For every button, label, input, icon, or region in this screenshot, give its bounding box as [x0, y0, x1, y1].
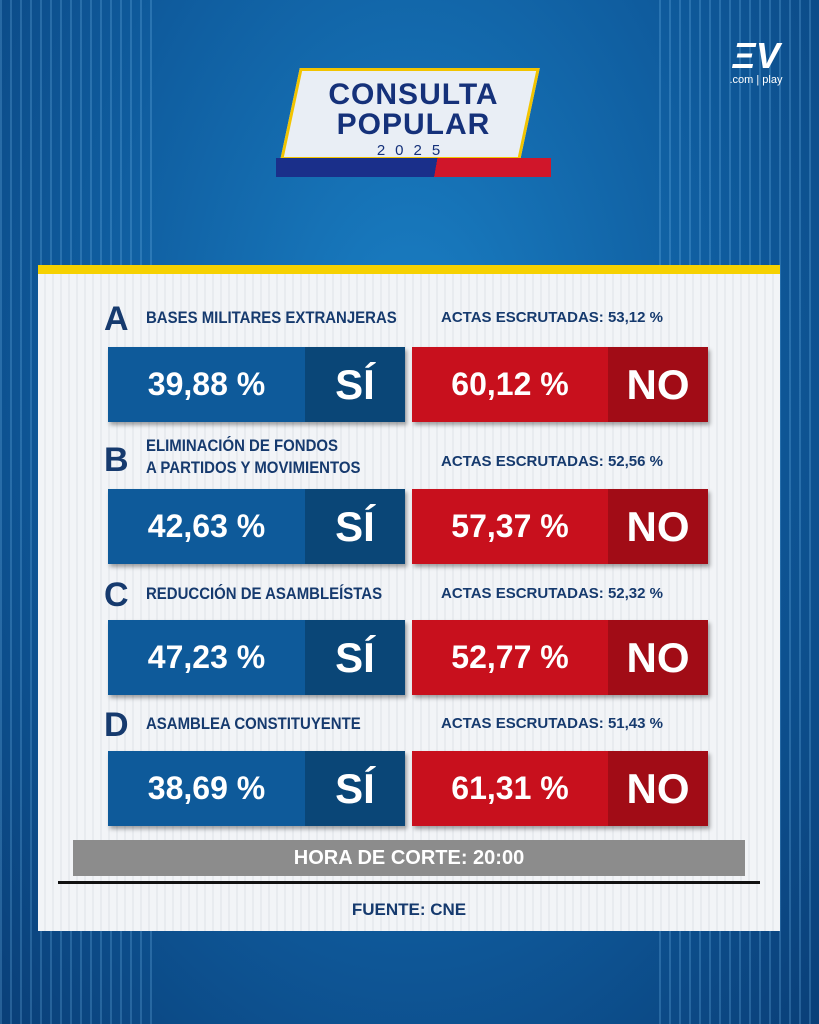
no-percent: 60,12 % [451, 366, 569, 402]
no-label: NO [608, 347, 708, 422]
badge: CONSULTA POPULAR 2025 [276, 68, 551, 178]
no-box: 52,77 % NO [412, 620, 708, 695]
no-percent: 52,77 % [451, 639, 569, 675]
no-box: 61,31 % NO [412, 751, 708, 826]
logo[interactable]: ΞV .com | play [716, 35, 796, 87]
no-box: 60,12 % NO [412, 347, 708, 422]
no-label: NO [608, 751, 708, 826]
actas: ACTAS ESCRUTADAS: 53,12 % [441, 309, 663, 326]
yes-box: 47,23 % SÍ [108, 620, 405, 695]
yes-label: SÍ [305, 751, 405, 826]
badge-line: CONSULTA [328, 78, 499, 111]
question-title: ASAMBLEA CONSTITUYENTE [146, 714, 361, 733]
yes-box: 38,69 % SÍ [108, 751, 405, 826]
actas: ACTAS ESCRUTADAS: 52,56 % [441, 453, 663, 470]
question-title: ELIMINACIÓN DE FONDOS [146, 436, 338, 455]
no-percent: 57,37 % [451, 508, 569, 544]
flag [276, 158, 551, 177]
yes-percent: 42,63 % [147, 508, 266, 544]
question-letter: D [104, 706, 129, 744]
actas: ACTAS ESCRUTADAS: 51,43 % [441, 715, 663, 732]
yes-percent: 39,88 % [147, 366, 266, 402]
source: FUENTE: CNE [351, 900, 467, 919]
badge-line: POPULAR [336, 108, 491, 141]
no-percent: 61,31 % [451, 770, 569, 806]
rule [58, 881, 760, 884]
yes-box: 39,88 % SÍ [108, 347, 405, 422]
yes-label: SÍ [305, 620, 405, 695]
no-label: NO [608, 620, 708, 695]
no-box: 57,37 % NO [412, 489, 708, 564]
question-title: REDUCCIÓN DE ASAMBLEÍSTAS [146, 584, 383, 603]
yes-label: SÍ [305, 489, 405, 564]
question-letter: A [104, 300, 129, 338]
yes-percent: 38,69 % [147, 770, 266, 806]
actas: ACTAS ESCRUTADAS: 52,32 % [441, 585, 663, 602]
logo-sub: .com | play [729, 74, 783, 86]
question-letter: C [104, 576, 129, 614]
yes-label: SÍ [305, 347, 405, 422]
badge-year: 2025 [376, 142, 451, 159]
yes-percent: 47,23 % [147, 639, 266, 675]
no-label: NO [608, 489, 708, 564]
question-title: A PARTIDOS Y MOVIMIENTOS [146, 458, 361, 477]
yes-box: 42,63 % SÍ [108, 489, 405, 564]
cut-time: HORA DE CORTE: 20:00 [73, 840, 745, 876]
question-title: BASES MILITARES EXTRANJERAS [146, 308, 397, 327]
question-letter: B [104, 441, 129, 479]
logo-mark: ΞV [732, 35, 780, 76]
